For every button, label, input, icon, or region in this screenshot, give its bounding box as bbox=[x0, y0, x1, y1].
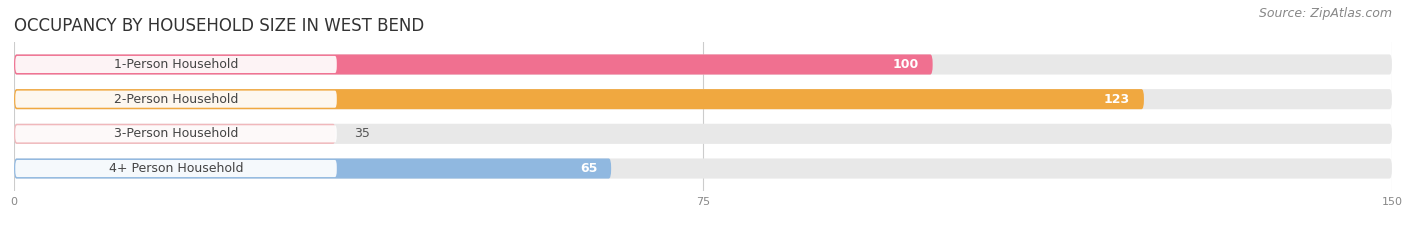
Text: 65: 65 bbox=[581, 162, 598, 175]
Text: 123: 123 bbox=[1104, 93, 1130, 106]
FancyBboxPatch shape bbox=[14, 55, 932, 75]
FancyBboxPatch shape bbox=[14, 158, 612, 178]
FancyBboxPatch shape bbox=[15, 125, 337, 142]
FancyBboxPatch shape bbox=[15, 160, 337, 177]
FancyBboxPatch shape bbox=[14, 89, 1144, 109]
Text: Source: ZipAtlas.com: Source: ZipAtlas.com bbox=[1258, 7, 1392, 20]
Text: 35: 35 bbox=[354, 127, 370, 140]
FancyBboxPatch shape bbox=[14, 55, 1392, 75]
Text: 4+ Person Household: 4+ Person Household bbox=[108, 162, 243, 175]
Text: 2-Person Household: 2-Person Household bbox=[114, 93, 238, 106]
FancyBboxPatch shape bbox=[14, 158, 1392, 178]
FancyBboxPatch shape bbox=[14, 124, 336, 144]
FancyBboxPatch shape bbox=[14, 89, 1392, 109]
FancyBboxPatch shape bbox=[14, 124, 1392, 144]
Text: OCCUPANCY BY HOUSEHOLD SIZE IN WEST BEND: OCCUPANCY BY HOUSEHOLD SIZE IN WEST BEND bbox=[14, 17, 425, 35]
FancyBboxPatch shape bbox=[15, 56, 337, 73]
FancyBboxPatch shape bbox=[15, 91, 337, 108]
Text: 3-Person Household: 3-Person Household bbox=[114, 127, 238, 140]
Text: 100: 100 bbox=[893, 58, 920, 71]
Text: 1-Person Household: 1-Person Household bbox=[114, 58, 238, 71]
